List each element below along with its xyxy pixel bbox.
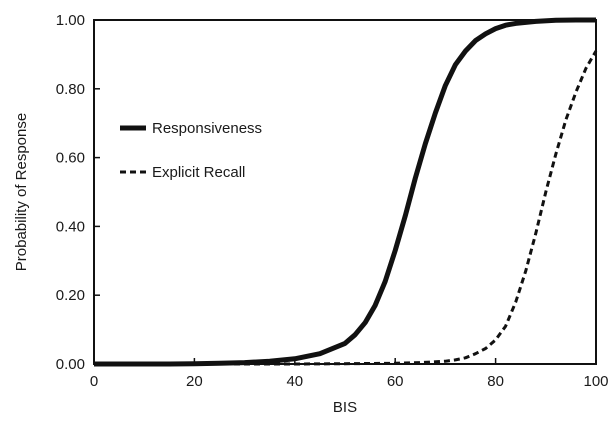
- x-tick-label: 80: [487, 373, 504, 390]
- x-axis: 0 20 40 60 80 100: [90, 358, 609, 390]
- legend-label-responsiveness: Responsiveness: [152, 120, 262, 137]
- x-tick-label: 60: [387, 373, 404, 390]
- x-axis-title: BIS: [333, 399, 357, 416]
- x-tick-label: 40: [286, 373, 303, 390]
- legend-label-explicit-recall: Explicit Recall: [152, 164, 245, 181]
- series-line-responsiveness: [94, 17, 596, 367]
- y-tick-label: 0.00: [56, 356, 85, 373]
- x-tick-label: 0: [90, 373, 98, 390]
- legend: Responsiveness Explicit Recall: [120, 120, 262, 181]
- y-axis: 0.00 0.20 0.40 0.60 0.80 1.00: [56, 12, 100, 373]
- y-tick-label: 0.40: [56, 218, 85, 235]
- x-tick-label: 20: [186, 373, 203, 390]
- y-tick-label: 0.60: [56, 150, 85, 167]
- y-tick-label: 0.20: [56, 287, 85, 304]
- y-tick-label: 1.00: [56, 12, 85, 29]
- y-axis-title: Probability of Response: [13, 113, 30, 271]
- series-line-explicit-recall: [94, 50, 598, 366]
- plot-area-frame: [93, 19, 597, 365]
- y-tick-label: 0.80: [56, 81, 85, 98]
- series-layer: [94, 17, 598, 367]
- x-tick-label: 100: [583, 373, 608, 390]
